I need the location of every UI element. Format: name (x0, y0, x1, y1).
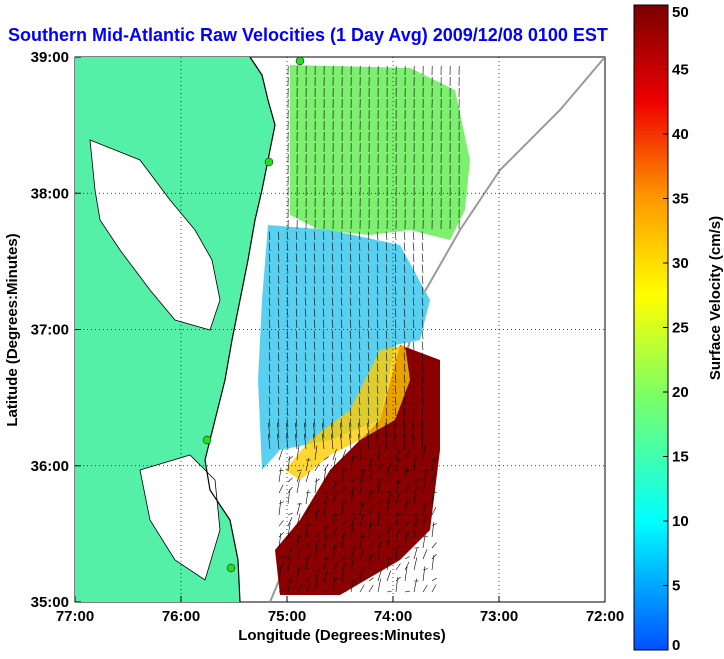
chart-title: Southern Mid-Atlantic Raw Velocities (1 … (8, 25, 608, 45)
x-tick-label: 74:00 (374, 608, 412, 625)
velocity-field (258, 65, 470, 595)
velocity-region-transition (285, 345, 410, 480)
x-tick-label: 73:00 (480, 608, 518, 625)
pamlico-sound (139, 454, 221, 581)
colorbar (633, 4, 669, 651)
colorbar-tick-label: 35 (672, 191, 689, 208)
y-tick-label: 37:00 (31, 322, 69, 339)
x-tick-label: 72:00 (586, 608, 624, 625)
x-tick-label: 75:00 (268, 608, 306, 625)
chesapeake-bay (89, 139, 221, 331)
colorbar-tick-label: 40 (672, 126, 689, 143)
colorbar-tick-label: 25 (672, 320, 689, 337)
colorbar-label: Surface Velocity (cm/s) (707, 216, 724, 380)
y-tick-label: 36:00 (31, 458, 69, 475)
colorbar-tick-label: 50 (672, 4, 689, 21)
station-marker (226, 563, 236, 573)
colorbar-tick-label: 5 (672, 578, 680, 595)
colorbar-tick-label: 15 (672, 449, 689, 466)
velocity-arrows (268, 65, 460, 593)
y-tick-label: 39:00 (31, 49, 69, 66)
x-axis-ticks: 77:00 76:00 75:00 74:00 73:00 72:00 (56, 596, 624, 625)
y-tick-label: 35:00 (31, 594, 69, 611)
grid-lines (75, 57, 605, 602)
y-axis-label: Latitude (Degrees:Minutes) (4, 233, 21, 426)
station-marker (202, 435, 212, 445)
x-tick-label: 77:00 (56, 608, 94, 625)
colorbar-tick-label: 10 (672, 513, 689, 530)
x-tick-label: 76:00 (162, 608, 200, 625)
x-axis-label: Longitude (Degrees:Minutes) (238, 627, 446, 644)
colorbar-tick-label: 20 (672, 384, 689, 401)
velocity-region-north (290, 65, 470, 240)
coastline (204, 57, 276, 602)
colorbar-tick-label: 45 (672, 62, 689, 79)
station-marker (295, 56, 305, 66)
velocity-arrow-set (268, 65, 460, 593)
y-tick-label: 38:00 (31, 185, 69, 202)
colorbar-tick-label: 30 (672, 255, 689, 272)
velocity-region-central (258, 225, 430, 470)
colorbar-tick-label: 0 (672, 637, 680, 654)
station-marker (264, 157, 274, 167)
y-axis-ticks: 39:00 38:00 37:00 36:00 35:00 (31, 49, 81, 611)
